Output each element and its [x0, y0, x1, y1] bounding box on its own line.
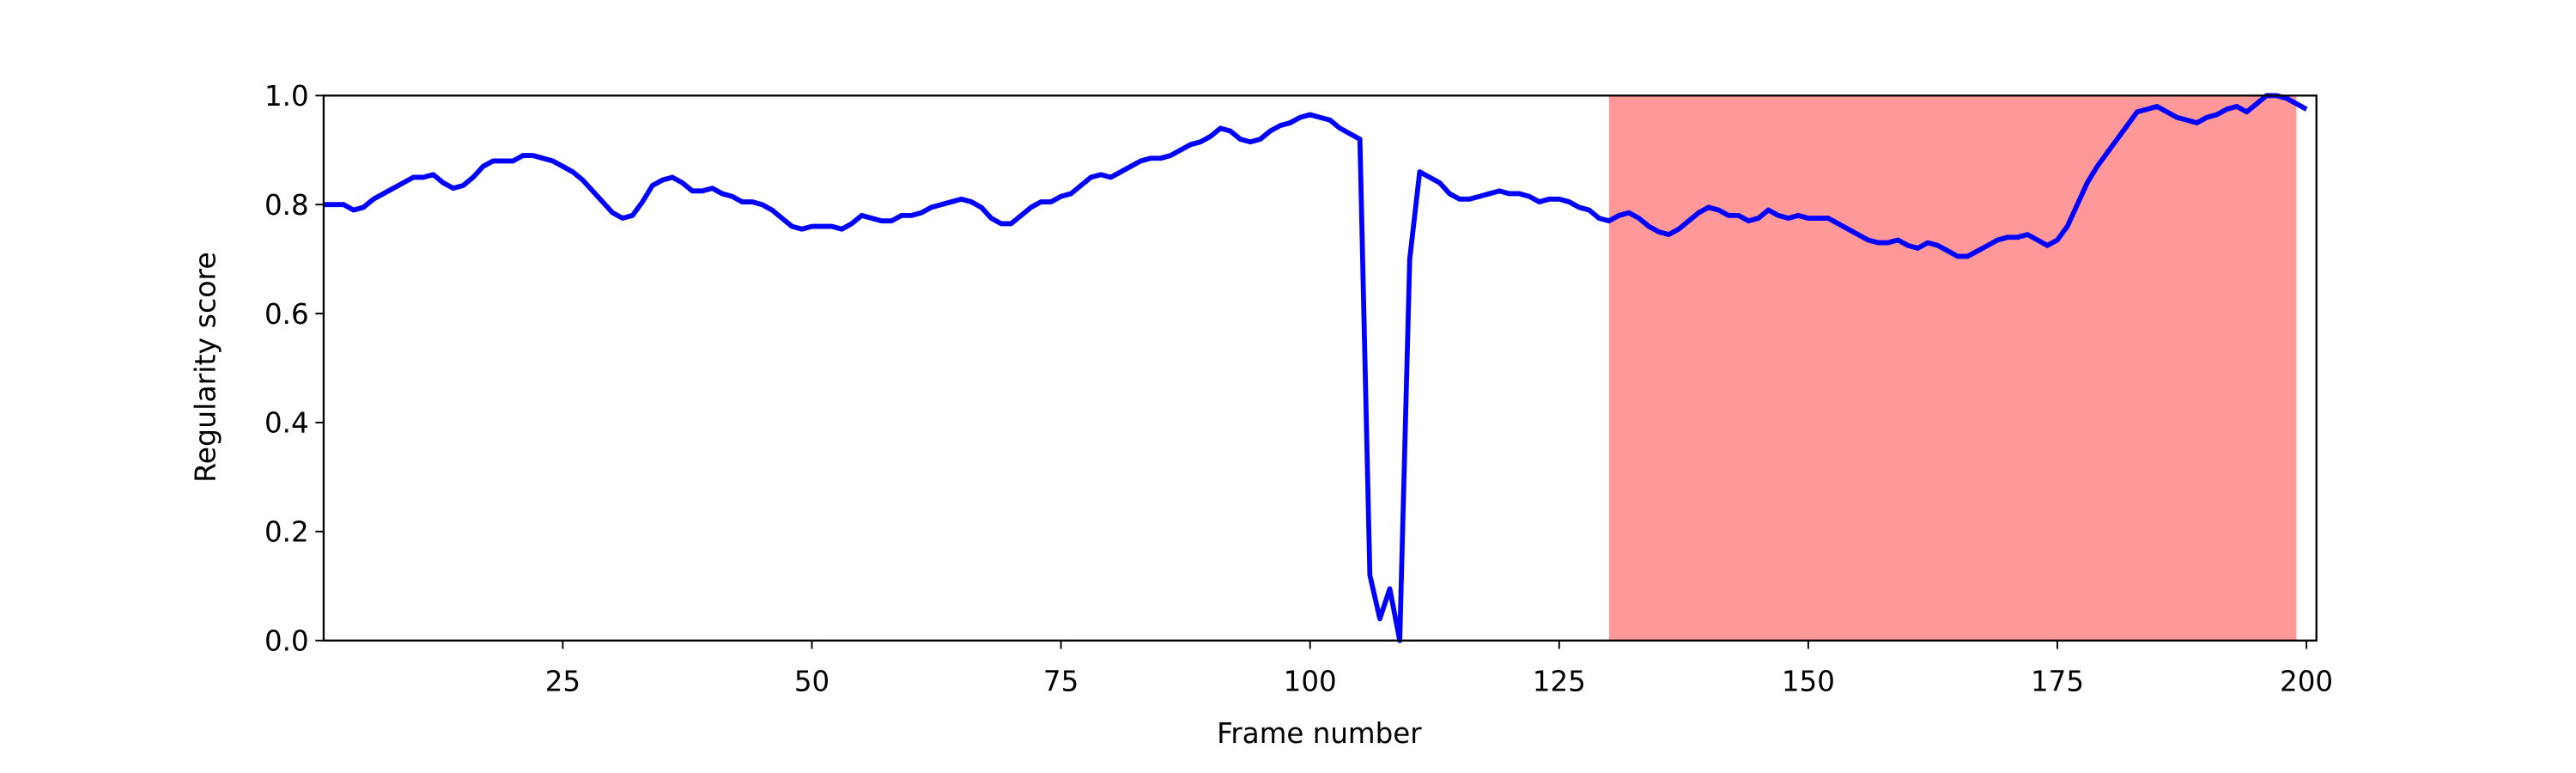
y-tick-label: 0.6 — [264, 297, 309, 330]
x-axis-label: Frame number — [1217, 717, 1422, 750]
x-tick-label: 175 — [2031, 665, 2084, 697]
x-tick-label: 75 — [1043, 665, 1078, 697]
x-tick-label: 200 — [2280, 665, 2333, 697]
y-tick-label: 0.0 — [264, 624, 309, 657]
x-tick-label: 50 — [794, 665, 829, 697]
y-tick-label: 0.8 — [264, 189, 309, 222]
series-line — [323, 93, 2308, 643]
anomaly-span — [1608, 95, 2297, 641]
y-tick-label: 0.2 — [264, 515, 309, 548]
y-tick-label: 1.0 — [264, 80, 309, 113]
y-axis-label: Regularity score — [190, 252, 222, 483]
axes-frame — [322, 94, 2318, 642]
x-tick-label: 100 — [1284, 665, 1337, 697]
y-tick-label: 0.4 — [264, 406, 309, 439]
plot-area — [323, 93, 2308, 643]
x-tick-label: 150 — [1782, 665, 1835, 697]
x-tick-label: 125 — [1533, 665, 1586, 697]
x-tick-label: 25 — [545, 665, 580, 697]
